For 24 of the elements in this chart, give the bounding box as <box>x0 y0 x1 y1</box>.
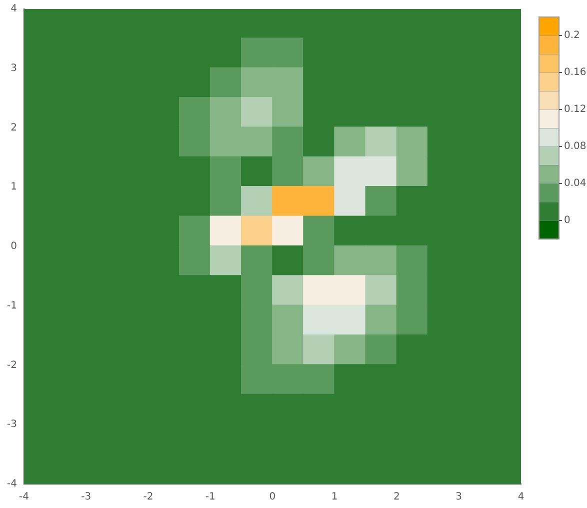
y-tick-label: 3 <box>10 62 17 74</box>
x-tick-label: 3 <box>456 492 462 503</box>
y-tick-label: 1 <box>10 182 17 193</box>
color-bar-label: 0.04 <box>564 178 586 190</box>
y-tick-label: 0 <box>10 241 17 252</box>
x-tick-label: -4 <box>18 492 29 503</box>
y-tick-label: -2 <box>6 360 17 371</box>
color-bar-label: 0.08 <box>564 141 586 152</box>
x-tick-label: -3 <box>81 492 92 503</box>
y-tick-label: 2 <box>10 122 17 134</box>
x-tick-label: 2 <box>394 492 400 503</box>
x-tick-label: -1 <box>205 492 216 503</box>
x-tick-label: 0 <box>269 492 276 503</box>
x-tick-label: 4 <box>518 492 524 503</box>
y-tick-label: -3 <box>6 419 17 430</box>
y-tick-label: 4 <box>10 4 17 15</box>
y-tick-label: -4 <box>6 478 17 490</box>
y-tick-label: -1 <box>6 300 17 312</box>
color-bar-label: 0.16 <box>564 67 586 78</box>
x-tick-label: -2 <box>143 492 154 503</box>
color-bar-label: 0 <box>564 215 570 226</box>
color-bar-label: 0.12 <box>564 104 586 116</box>
x-tick-label: 1 <box>331 492 338 503</box>
color-bar-label: 0.2 <box>564 30 580 42</box>
